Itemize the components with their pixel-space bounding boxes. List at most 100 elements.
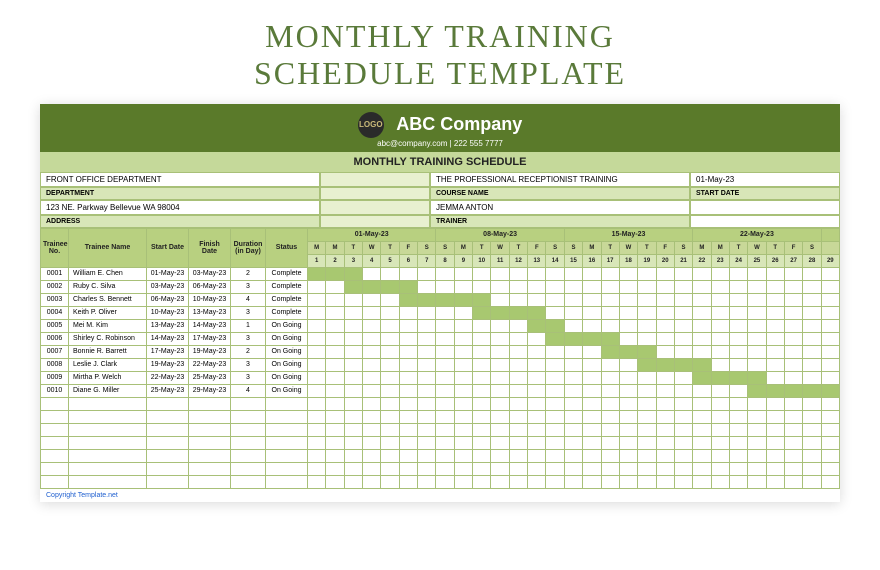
gantt-cell (748, 345, 766, 358)
gantt-cell (583, 345, 601, 358)
gantt-cell (473, 306, 491, 319)
dept-label: DEPARTMENT (40, 187, 320, 200)
table-row-empty (41, 436, 840, 449)
gantt-cell (711, 306, 729, 319)
table-row: 0002Ruby C. Silva03-May-2306-May-233Comp… (41, 280, 840, 293)
gantt-cell (711, 332, 729, 345)
day-letter: T (601, 241, 619, 254)
gantt-cell (436, 267, 454, 280)
meta-spacer (320, 172, 430, 187)
cell-no: 0004 (41, 306, 69, 319)
gantt-cell (473, 293, 491, 306)
gantt-cell (454, 358, 472, 371)
table-row-empty (41, 462, 840, 475)
gantt-cell (638, 306, 656, 319)
cell-status: On Going (266, 371, 308, 384)
gantt-cell (381, 371, 399, 384)
table-row: 0001William E. Chen01-May-2303-May-232Co… (41, 267, 840, 280)
gantt-cell (326, 267, 344, 280)
cell-finish: 19-May-23 (189, 345, 231, 358)
gantt-cell (656, 306, 674, 319)
table-row: 0007Bonnie R. Barrett17-May-2319-May-232… (41, 345, 840, 358)
title-line1: MONTHLY TRAINING (0, 18, 880, 55)
gantt-cell (729, 293, 747, 306)
gantt-cell (326, 384, 344, 397)
gantt-cell (528, 358, 546, 371)
day-letter: F (399, 241, 417, 254)
gantt-cell (436, 358, 454, 371)
meta-spacer (690, 215, 840, 228)
gantt-cell (638, 345, 656, 358)
gantt-cell (693, 358, 711, 371)
day-letter: T (344, 241, 362, 254)
table-row: 0010Diane G. Miller25-May-2329-May-234On… (41, 384, 840, 397)
gantt-cell (784, 371, 802, 384)
gantt-cell (491, 319, 509, 332)
table-row-empty (41, 475, 840, 488)
cell-status: On Going (266, 332, 308, 345)
table-row: 0004Keith P. Oliver10-May-2313-May-233Co… (41, 306, 840, 319)
gantt-cell (619, 306, 637, 319)
cell-start: 17-May-23 (147, 345, 189, 358)
cell-dur: 3 (231, 280, 266, 293)
gantt-cell (638, 267, 656, 280)
cell-dur: 2 (231, 345, 266, 358)
gantt-cell (711, 293, 729, 306)
gantt-cell (418, 332, 436, 345)
gantt-cell (821, 332, 839, 345)
gantt-cell (693, 293, 711, 306)
gantt-cell (766, 358, 784, 371)
day-number: 20 (656, 254, 674, 267)
cell-name: Keith P. Oliver (69, 306, 147, 319)
gantt-cell (381, 358, 399, 371)
gantt-cell (729, 384, 747, 397)
gantt-cell (803, 267, 821, 280)
gantt-cell (546, 293, 564, 306)
gantt-cell (454, 306, 472, 319)
cell-start: 25-May-23 (147, 384, 189, 397)
cell-finish: 25-May-23 (189, 371, 231, 384)
title-line2: SCHEDULE TEMPLATE (0, 55, 880, 92)
gantt-cell (693, 332, 711, 345)
gantt-cell (583, 280, 601, 293)
gantt-cell (491, 358, 509, 371)
gantt-cell (766, 293, 784, 306)
gantt-cell (381, 280, 399, 293)
meta-spacer (320, 215, 430, 228)
gantt-cell (344, 384, 362, 397)
day-letter: M (308, 241, 326, 254)
gantt-cell (638, 332, 656, 345)
gantt-cell (344, 332, 362, 345)
gantt-cell (821, 384, 839, 397)
cell-dur: 3 (231, 306, 266, 319)
day-number: 8 (436, 254, 454, 267)
day-letter: W (491, 241, 509, 254)
gantt-cell (381, 384, 399, 397)
startdate-value: 01-May-23 (690, 172, 840, 187)
gantt-cell (436, 306, 454, 319)
gantt-cell (693, 280, 711, 293)
day-number: 24 (729, 254, 747, 267)
gantt-cell (766, 280, 784, 293)
trainer-label: TRAINER (430, 215, 690, 228)
gantt-cell (601, 280, 619, 293)
cell-dur: 4 (231, 293, 266, 306)
gantt-cell (656, 371, 674, 384)
gantt-cell (344, 306, 362, 319)
week-header: 01-May-23 (308, 228, 436, 241)
gantt-cell (674, 293, 692, 306)
gantt-cell (491, 267, 509, 280)
gantt-cell (528, 293, 546, 306)
gantt-cell (381, 332, 399, 345)
gantt-cell (399, 371, 417, 384)
gantt-cell (399, 293, 417, 306)
gantt-cell (363, 332, 381, 345)
gantt-cell (399, 345, 417, 358)
gantt-cell (344, 371, 362, 384)
gantt-cell (656, 384, 674, 397)
day-letter: M (693, 241, 711, 254)
gantt-cell (491, 332, 509, 345)
week-header (821, 228, 839, 241)
cell-no: 0001 (41, 267, 69, 280)
gantt-cell (546, 280, 564, 293)
